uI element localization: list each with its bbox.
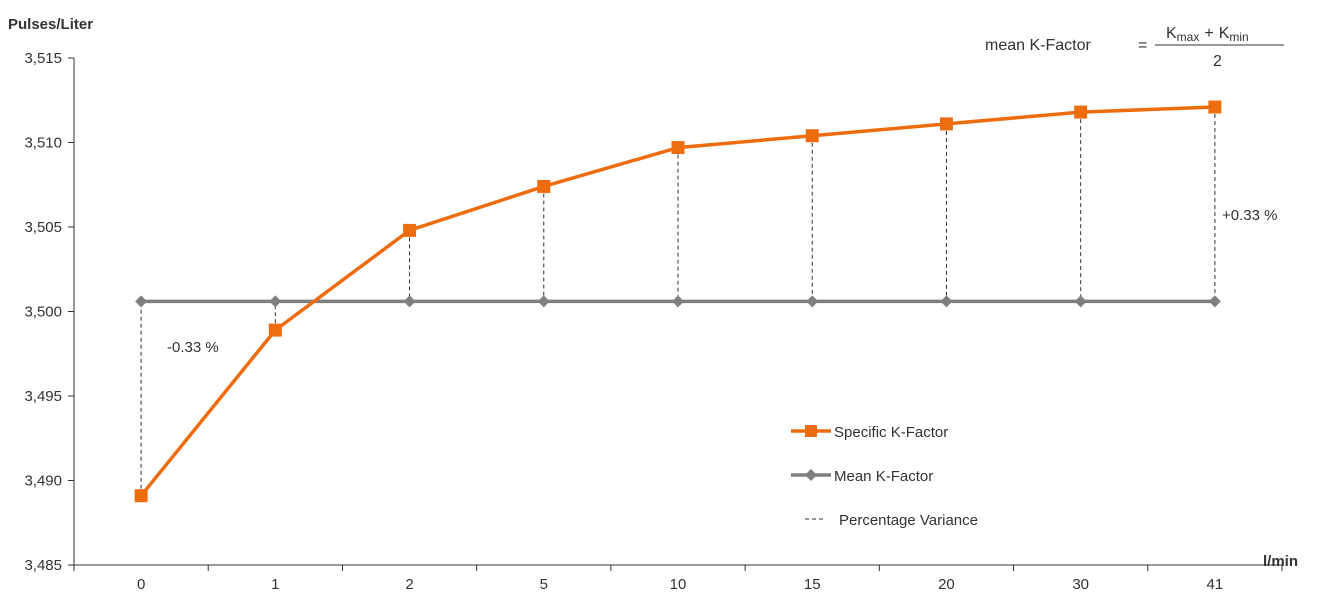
y-tick-label: 3,485 [24,557,62,574]
specific-k-factor-point [805,129,819,143]
legend-item-mean: Mean K-Factor [791,468,933,485]
mean-k-factor-point [269,295,282,308]
legend: Specific K-Factor Mean K-Factor Percenta… [791,424,978,529]
y-tick-label: 3,510 [24,135,62,152]
legend-item-specific: Specific K-Factor [791,424,948,441]
x-tick-label: 41 [1207,576,1224,593]
legend-label-variance: Percentage Variance [839,512,978,529]
specific-k-factor-point [939,117,953,131]
y-tick-label: 3,505 [24,219,62,236]
mean-k-factor-point [1208,295,1221,308]
x-tick-label: 2 [405,576,413,593]
y-tick-label: 3,500 [24,304,62,321]
y-tick-label: 3,495 [24,388,62,405]
specific-k-factor-point [1208,100,1222,114]
mean-k-factor-point [806,295,819,308]
x-tick-label: 30 [1072,576,1089,593]
specific-k-factor-series [134,100,1222,503]
x-tick-label: 1 [271,576,279,593]
variance-lines [140,107,1216,496]
mean-k-factor-point [135,295,148,308]
specific-k-factor-point [1074,105,1088,119]
mean-k-factor-point [403,295,416,308]
specific-k-factor-point [403,223,417,237]
mean-k-factor-point [672,295,684,308]
max-variance-label: +0.33 % [1222,207,1277,224]
specific-k-factor-point [671,141,685,155]
min-variance-label: -0.33 % [167,339,219,356]
legend-marker-specific [805,425,817,437]
formula-lhs: mean K-Factor [985,37,1091,54]
x-tick-label: 20 [938,576,955,593]
mean-k-factor-point [940,295,953,308]
x-tick-label: 5 [540,576,548,593]
specific-k-factor-point [268,323,282,337]
x-ticks: 0 1 2 5 10 15 20 30 41 [73,565,1283,593]
x-tick-label: 10 [670,576,687,593]
formula-equals: = [1138,37,1147,54]
y-tick-label: 3,515 [24,50,62,67]
legend-marker-mean [805,469,817,481]
mean-k-factor-formula: mean K-Factor = Kmax + Kmin 2 [985,25,1284,70]
formula-denominator: 2 [1213,53,1222,70]
x-axis-title: l/min [1263,553,1298,570]
x-tick-label: 15 [804,576,821,593]
y-ticks: 3,485 3,490 3,495 3,500 3,505 3,510 3,515 [24,50,74,574]
mean-k-factor-point [1074,295,1087,308]
y-axis-title: Pulses/Liter [8,16,93,33]
specific-k-factor-point [134,489,148,503]
legend-label-mean: Mean K-Factor [834,468,933,485]
y-tick-label: 3,490 [24,473,62,490]
mean-k-factor-point [537,295,550,308]
mean-k-factor-series [135,295,1221,308]
specific-k-factor-point [537,179,551,193]
legend-item-variance: Percentage Variance [805,512,978,529]
legend-label-specific: Specific K-Factor [834,424,948,441]
formula-kmax: Kmax + Kmin [1166,25,1249,44]
x-tick-label: 0 [137,576,145,593]
